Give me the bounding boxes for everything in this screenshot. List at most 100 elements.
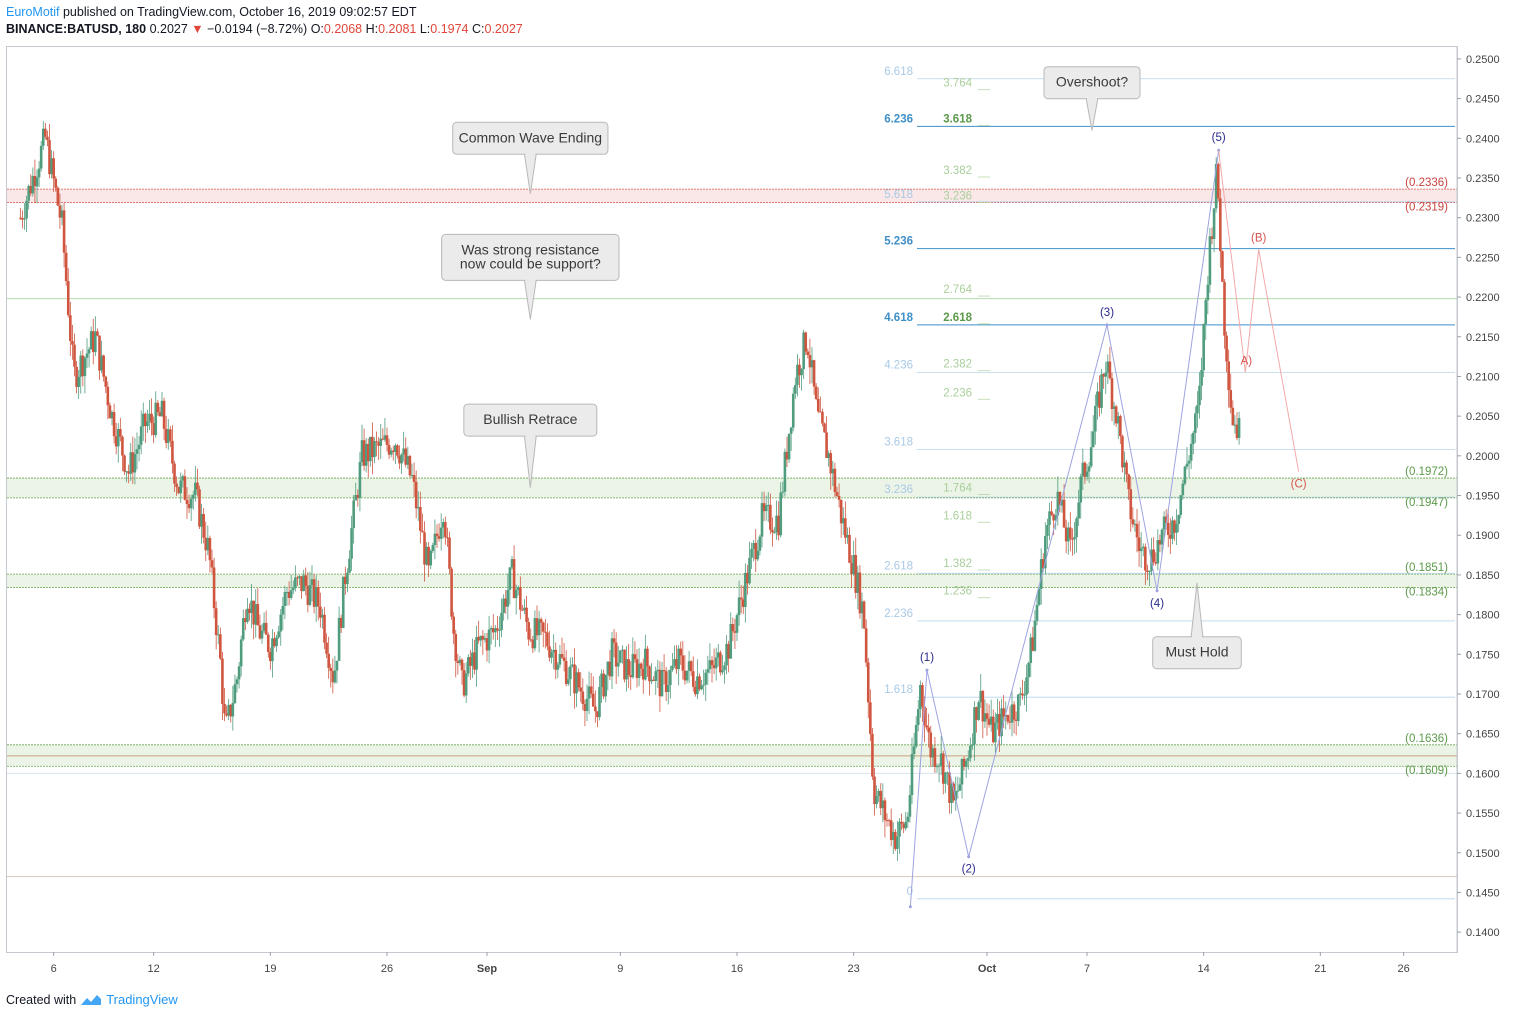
fib-green-label-3.618: 3.618 [943, 113, 972, 125]
x-tick-14: 14 [1198, 963, 1210, 975]
candle [1204, 297, 1208, 341]
candle [152, 416, 155, 444]
y-axis[interactable]: 0.2500 0.2450 0.2400 0.2350 0.2300 0.2250 0.22… [1456, 47, 1500, 952]
candle [144, 412, 147, 444]
candle [527, 617, 530, 646]
candle [1114, 404, 1118, 427]
candle [983, 699, 987, 728]
candle [1100, 369, 1103, 414]
candle [575, 665, 578, 708]
candle [979, 674, 983, 708]
candle [689, 660, 693, 676]
y-tick-0.1850: 0.1850 [1466, 570, 1500, 582]
candle [996, 698, 999, 730]
candle [1156, 529, 1160, 571]
candle [479, 635, 483, 647]
candle [650, 663, 653, 684]
candle [656, 659, 660, 688]
candle [671, 653, 674, 672]
candle [841, 507, 845, 536]
author-link[interactable]: EuroMotif [6, 5, 60, 19]
candle [225, 705, 228, 718]
wave-label-(3): (3) [1100, 307, 1114, 319]
candle [660, 661, 664, 697]
candle [741, 585, 745, 615]
candle [1212, 208, 1216, 253]
candle [925, 707, 928, 731]
candle [552, 634, 555, 670]
candle [779, 482, 783, 538]
candle [819, 396, 822, 413]
y-tick-0.2000: 0.2000 [1466, 451, 1500, 463]
candle [1075, 516, 1078, 553]
candle [1148, 570, 1151, 587]
candle [1058, 491, 1062, 513]
candle [496, 615, 499, 640]
candle [810, 347, 814, 384]
candle [950, 780, 953, 814]
candle [635, 648, 639, 688]
candle [589, 673, 593, 698]
candle [104, 375, 108, 393]
candle [927, 713, 930, 748]
candle [760, 491, 764, 548]
candle [289, 575, 293, 600]
candle [137, 436, 141, 462]
candle [196, 468, 199, 497]
price-chart[interactable]: 6.618 6.236 5.618 5.236 4.618 4.236 3.618 3.236… [0, 40, 1514, 988]
callout-0[interactable]: Common Wave Ending [452, 121, 609, 194]
wave-red-path [1218, 150, 1300, 472]
candle [421, 513, 424, 533]
x-tick-16: 16 [731, 963, 743, 975]
callout-text: Must Hold [1165, 644, 1228, 660]
candle [994, 712, 997, 753]
candle [71, 324, 74, 360]
candle [398, 445, 401, 470]
callout-4[interactable]: Must Hold [1152, 582, 1242, 670]
callout-3[interactable]: Overshoot? [1043, 66, 1141, 131]
candle [1023, 681, 1026, 706]
candle [360, 424, 364, 467]
candle [1119, 414, 1122, 445]
candle [262, 612, 266, 634]
candle [577, 668, 580, 692]
candle [694, 680, 697, 697]
candle [448, 531, 451, 574]
candle [441, 518, 445, 539]
y-tick-0.2050: 0.2050 [1466, 411, 1500, 423]
candle [1137, 520, 1141, 567]
candle [44, 122, 47, 140]
candle [594, 690, 597, 723]
candle [579, 672, 583, 703]
callout-2[interactable]: Bullish Retrace [463, 403, 598, 488]
candle [1179, 494, 1183, 519]
tradingview-brand[interactable]: TradingView [106, 992, 178, 1007]
candle [464, 662, 468, 703]
x-axis[interactable]: 6 12 19 26 Sep 9 16 23 Oct 7 14 21 26 [51, 952, 1410, 975]
candle [600, 669, 603, 703]
fib-ext-label-6.236: 6.236 [884, 113, 913, 125]
candle [223, 687, 226, 722]
candle [77, 369, 80, 399]
candle [854, 537, 858, 599]
candle [929, 725, 933, 767]
candle [94, 316, 97, 357]
candle [837, 483, 841, 508]
zone-green-1 [7, 478, 1457, 498]
candle [1227, 349, 1230, 408]
candle [1191, 430, 1195, 455]
candle [562, 642, 566, 672]
candle [23, 203, 26, 230]
candle [271, 629, 274, 678]
candle [1064, 519, 1068, 554]
candle [339, 614, 343, 633]
candle [264, 610, 268, 635]
candle [848, 527, 851, 564]
candle [212, 557, 216, 619]
candle [944, 771, 947, 793]
candle [314, 575, 318, 622]
candle [891, 822, 895, 855]
candle [312, 573, 316, 614]
candle [573, 648, 576, 709]
